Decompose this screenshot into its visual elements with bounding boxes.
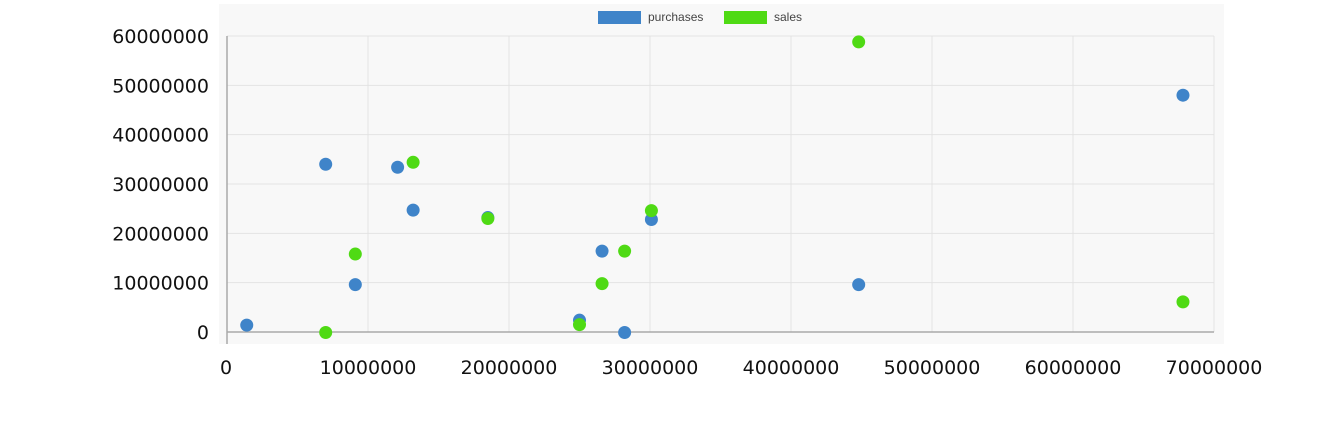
data-point-sales[interactable] [319,325,333,339]
data-point-purchases[interactable] [618,325,632,339]
data-point-sales[interactable] [644,204,658,218]
y-tick-label: 0 [197,322,209,344]
y-tick-label: 20000000 [112,223,209,245]
legend-label: sales [774,10,802,24]
x-tick-label: 40000000 [743,357,840,379]
data-point-sales[interactable] [406,155,420,169]
legend-swatch [724,11,767,24]
data-point-sales[interactable] [481,212,495,226]
data-point-purchases[interactable] [391,160,405,174]
data-point-purchases[interactable] [644,213,658,227]
grid-lines [227,35,1215,332]
x-tick-label: 70000000 [1166,357,1263,379]
data-points [240,35,1190,339]
y-tick-label: 50000000 [112,75,209,97]
data-point-purchases[interactable] [595,244,609,258]
data-point-sales[interactable] [573,318,586,332]
x-tick-label: 60000000 [1025,357,1122,379]
x-tick-label: 50000000 [884,357,981,379]
data-point-purchases[interactable] [319,157,333,171]
x-tick-label: 0 [220,357,232,379]
chart-background [219,4,1224,344]
y-axis-ticks: 0 10000000 20000000 30000000 40000000 5000000… [112,26,209,344]
data-point-purchases[interactable] [406,203,420,217]
x-tick-label: 20000000 [461,357,558,379]
data-point-sales[interactable] [595,277,609,291]
data-point-sales[interactable] [348,247,362,261]
data-point-purchases[interactable] [240,318,254,332]
y-tick-label: 10000000 [112,273,209,295]
legend-item-purchases[interactable]: purchases [598,10,703,24]
y-tick-label: 60000000 [112,26,209,48]
legend[interactable]: purchases sales [598,10,802,24]
legend-swatch [598,11,641,24]
legend-label: purchases [648,10,703,24]
x-axis-ticks: 0 10000000 20000000 30000000 40000000 5000000… [220,357,1262,379]
data-point-purchases[interactable] [348,278,362,292]
y-tick-label: 30000000 [112,174,209,196]
legend-item-sales[interactable]: sales [724,10,802,24]
x-tick-label: 10000000 [320,357,417,379]
data-point-sales[interactable] [618,244,632,258]
data-point-purchases[interactable] [1176,88,1190,102]
data-point-sales[interactable] [1176,295,1190,309]
axes [226,36,1214,344]
data-point-purchases[interactable] [852,278,866,292]
y-tick-label: 40000000 [112,125,209,147]
data-point-sales[interactable] [852,35,866,49]
x-tick-label: 30000000 [602,357,699,379]
